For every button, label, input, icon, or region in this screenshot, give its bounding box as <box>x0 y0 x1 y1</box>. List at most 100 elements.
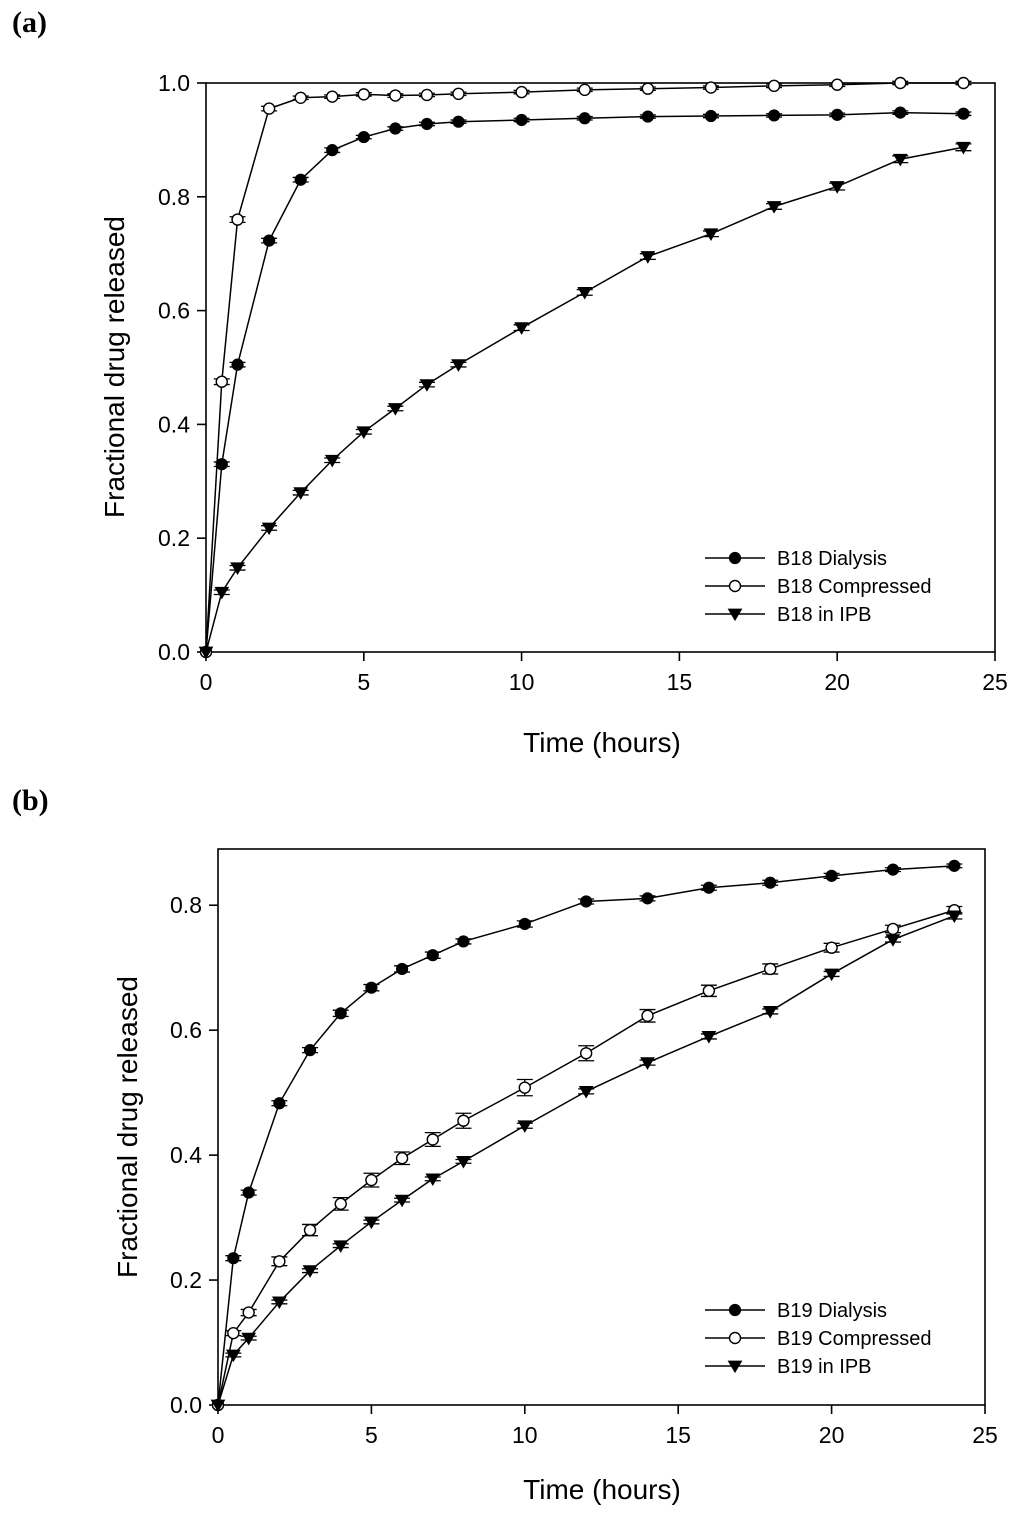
panel-a-y-axis-title: Fractional drug released <box>99 216 130 518</box>
panel-a-series-2-point <box>829 181 845 194</box>
panel-b-label: (b) <box>12 784 49 817</box>
panel-b-series-1-point <box>702 984 716 998</box>
panel-a-series-0-point <box>452 115 465 128</box>
panel-a-series-0-point <box>294 173 307 186</box>
panel-a-series-0-point <box>894 106 907 119</box>
panel-b-legend-marker <box>727 1360 743 1374</box>
panel-b-y-tick-label: 0.4 <box>170 1142 202 1168</box>
panel-a-series-0-point <box>231 358 244 371</box>
panel-b-series-0-point <box>242 1186 255 1199</box>
panel-b-series-1-point <box>334 1197 347 1211</box>
panel-a-series-0-point <box>389 122 402 135</box>
panel-b-series-0-point <box>580 895 593 908</box>
panel-b-series-1-point <box>764 962 777 976</box>
panel-a-series-1-point <box>704 81 718 94</box>
panel-b-series-0-point <box>825 869 838 882</box>
panel-b-series-2-point <box>425 1173 441 1187</box>
panel-b-series-0-point <box>702 881 715 894</box>
panel-a-plot-frame <box>205 82 996 653</box>
panel-a-legend: B18 Dialysis B18 Compressed B18 in IPB <box>705 548 932 626</box>
panel-a-y-tick-label: 0.6 <box>158 298 190 324</box>
panel-a-x-tick-label: 15 <box>667 669 693 695</box>
panel-a-series-0-point <box>767 109 781 122</box>
panel-a-series-1-point <box>420 88 434 102</box>
panel-a-series-2-point <box>230 562 245 575</box>
panel-b-x-tick-label: 0 <box>212 1422 225 1448</box>
panel-a-series-1-point <box>357 88 370 101</box>
panel-b-series-2-point <box>824 968 839 982</box>
panel-a-legend-label: B18 Dialysis <box>777 548 887 570</box>
panel-a-series-0-point <box>420 117 434 131</box>
panel-a-series-1-point <box>452 87 465 101</box>
panel-a-series-1-point <box>294 91 307 104</box>
panel-a-legend-marker <box>728 551 742 565</box>
panel-b-y-axis-title: Fractional drug released <box>112 976 143 1278</box>
panel-b-series-1-point <box>273 1255 286 1268</box>
panel-a-series-0-point <box>578 112 591 125</box>
panel-b-series-0-point <box>365 981 378 994</box>
panel-b-series-0-point <box>395 962 409 976</box>
panel-b-series-2-point <box>456 1155 471 1169</box>
panel-b-series-0-point <box>426 949 439 962</box>
panel-b-x-axis-title: Time (hours) <box>523 1474 681 1505</box>
panel-a-legend-label: B18 Compressed <box>777 576 932 598</box>
panel-a-series-1-point <box>231 213 244 226</box>
panel-b-series-0-point <box>641 892 654 905</box>
panel-a-series-0-line <box>205 111 964 653</box>
panel-b-series-2-point <box>271 1296 287 1310</box>
panel-b-series-1-point <box>579 1047 593 1060</box>
panel-b-series-1-point <box>518 1081 531 1094</box>
panel-b-series-1-point <box>825 941 838 954</box>
panel-a-series-0-point <box>641 110 654 123</box>
panel-b-y-tick-label: 0.8 <box>170 892 202 918</box>
panel-a-series-1-point <box>641 82 655 95</box>
panel-b-plot-frame <box>217 848 986 1406</box>
panel-a-series-0-point <box>515 113 528 127</box>
panel-b-x-tick-label: 20 <box>819 1422 845 1448</box>
panel-a-legend-marker <box>727 608 743 622</box>
panel-b-series-0-point <box>227 1252 240 1265</box>
panel-a-x-tick-label: 10 <box>509 669 535 695</box>
panel-b-x-tick-label: 25 <box>972 1422 998 1448</box>
panel-a-y-tick-label: 0.4 <box>158 411 190 437</box>
panel-b-series-1-point <box>395 1152 409 1165</box>
panel-a-x-tick-label: 5 <box>357 669 370 695</box>
panel-a-legend-label: B18 in IPB <box>777 604 872 626</box>
panel-b-legend-marker <box>728 1303 742 1317</box>
panel-b-x-tick-label: 10 <box>512 1422 538 1448</box>
panel-b-series-0-line <box>217 865 955 1406</box>
panel-b-series-0-point <box>334 1007 347 1020</box>
panel-b-series-2-point <box>210 1399 226 1413</box>
panel-a-series-1-point <box>326 90 339 103</box>
panel-b-legend-label: B19 in IPB <box>777 1356 872 1378</box>
panel-a-series-2-point <box>451 359 466 372</box>
panel-a-series-0-point <box>263 234 276 247</box>
panel-b-series-2-point <box>885 934 901 947</box>
panel-b-series-2-point <box>640 1057 655 1070</box>
panel-b-series-0-point <box>303 1044 317 1057</box>
panel-a-series-2-point <box>324 454 340 468</box>
panel-b-series-0-point <box>457 935 470 948</box>
panel-b-series-1-point <box>242 1306 255 1319</box>
panel-b-legend-marker <box>728 1331 742 1345</box>
panel-a-series-2-point <box>356 426 372 439</box>
panel-b-series-1-point <box>365 1173 378 1187</box>
panel-b-series-1-line <box>217 909 955 1406</box>
panel-b-series-1-point <box>457 1114 470 1127</box>
panel-a-series-2-point <box>577 287 593 300</box>
panel-a-x-tick-label: 0 <box>200 669 213 695</box>
panel-b-y-tick-label: 0.0 <box>170 1392 202 1418</box>
panel-a-y-tick-label: 0.2 <box>158 525 190 551</box>
panel-b-series-2-point <box>701 1031 717 1044</box>
panel-a-y-tick-label: 0.0 <box>158 639 190 665</box>
panel-a-series-0-point <box>704 109 718 123</box>
panel-b-series-1-point <box>303 1223 317 1237</box>
panel-b-y-tick-label: 0.2 <box>170 1267 202 1293</box>
panel-b-series-0-point <box>518 917 531 931</box>
panel-b-y-tick-label: 0.6 <box>170 1017 202 1043</box>
panel-b-series-2-point <box>364 1216 379 1230</box>
panel-a-series-2-point <box>261 522 277 536</box>
panel-a-series-2-point <box>419 379 435 392</box>
panel-a-series-2-point <box>766 201 782 214</box>
